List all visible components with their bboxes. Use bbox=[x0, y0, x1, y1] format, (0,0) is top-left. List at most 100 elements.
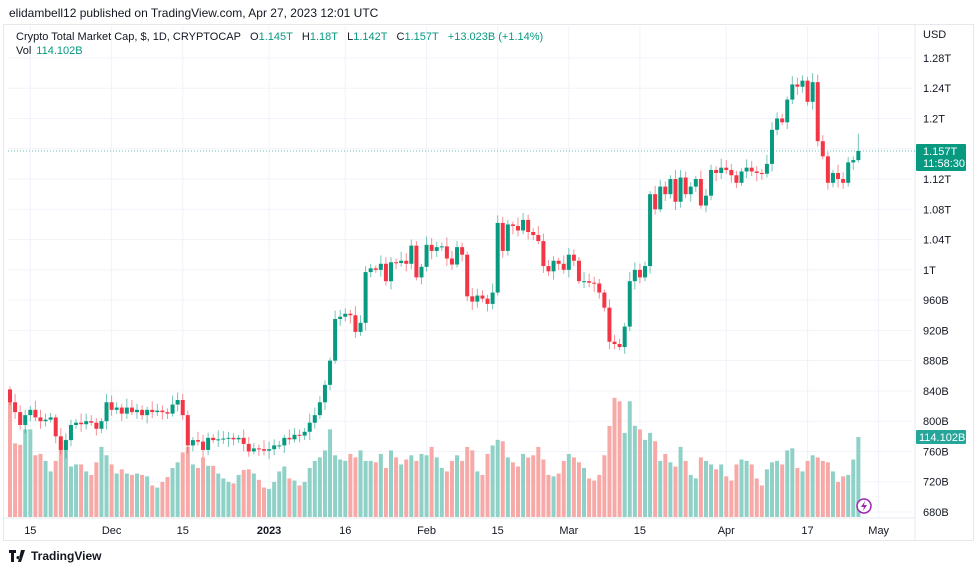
volume-bar bbox=[658, 460, 663, 517]
candle-body bbox=[632, 269, 637, 282]
candle-body bbox=[510, 224, 515, 226]
legend-symbol[interactable]: Crypto Total Market Cap, $, 1D, CRYPTOCA… bbox=[16, 31, 241, 43]
volume-bar bbox=[272, 481, 277, 517]
volume-bar bbox=[617, 401, 622, 517]
volume-bar bbox=[38, 453, 43, 517]
candle-body bbox=[414, 245, 419, 278]
volume-bar bbox=[739, 459, 744, 517]
volume-bar bbox=[526, 457, 531, 517]
volume-bar bbox=[790, 448, 795, 517]
lightning-icon[interactable] bbox=[856, 498, 872, 514]
candle-body bbox=[312, 415, 317, 423]
volume-bar bbox=[597, 474, 602, 517]
volume-bar bbox=[820, 460, 825, 517]
candle-body bbox=[297, 434, 302, 436]
legend-low-label: L bbox=[347, 31, 354, 43]
volume-bar bbox=[333, 455, 338, 517]
volume-bar bbox=[719, 464, 724, 517]
candle-body bbox=[770, 129, 774, 164]
legend-close-label: C bbox=[396, 31, 405, 43]
candle-body bbox=[856, 151, 861, 161]
x-tick-label: May bbox=[868, 525, 889, 537]
candle-body bbox=[129, 407, 134, 413]
volume-bar bbox=[338, 459, 343, 517]
last-price-value: 1.157T bbox=[923, 146, 958, 158]
volume-bar bbox=[698, 457, 703, 517]
candle-body bbox=[460, 247, 465, 255]
volume-bar bbox=[170, 467, 175, 517]
candle-body bbox=[780, 118, 785, 123]
footer-brand[interactable]: TradingView bbox=[9, 549, 101, 563]
legend-close: 1.157T bbox=[404, 31, 439, 43]
volume-bar bbox=[33, 455, 38, 517]
volume-bar bbox=[363, 460, 368, 517]
candle-body bbox=[399, 260, 404, 264]
volume-bar bbox=[104, 455, 109, 517]
volume-bar bbox=[490, 445, 495, 517]
x-tick-label: Dec bbox=[102, 525, 122, 537]
candle-body bbox=[602, 292, 607, 308]
candle-body bbox=[58, 436, 63, 450]
candle-body bbox=[449, 258, 454, 265]
candle-body bbox=[480, 295, 485, 299]
candle-body bbox=[373, 268, 378, 270]
volume-bar bbox=[302, 481, 307, 517]
volume-bar bbox=[109, 464, 114, 517]
volume-bar bbox=[79, 464, 84, 517]
volume-bar bbox=[236, 474, 241, 517]
y-tick-label: 1.12T bbox=[923, 174, 951, 186]
volume-bar bbox=[744, 460, 749, 517]
candle-body bbox=[221, 438, 226, 440]
candle-body bbox=[429, 244, 434, 251]
volume-bar bbox=[480, 474, 485, 517]
volume-bar bbox=[150, 485, 155, 517]
candle-body bbox=[744, 167, 749, 172]
volume-bar bbox=[571, 457, 576, 517]
volume-bar bbox=[119, 469, 124, 517]
volume-bar bbox=[262, 487, 266, 517]
candle-body bbox=[439, 246, 444, 248]
candle-body bbox=[841, 179, 846, 183]
volume-bar bbox=[404, 459, 409, 517]
volume-bar bbox=[211, 465, 216, 517]
candle-body bbox=[505, 224, 510, 251]
volume-bar bbox=[373, 462, 378, 517]
candle-body bbox=[201, 441, 206, 450]
candle-body bbox=[759, 172, 764, 174]
volume-bar bbox=[709, 464, 714, 517]
candle-body bbox=[836, 172, 841, 180]
y-tick-label: 1.04T bbox=[923, 235, 951, 247]
y-tick-label: 1.08T bbox=[923, 204, 951, 216]
candle-body bbox=[165, 412, 170, 414]
volume-bar bbox=[648, 432, 653, 517]
candle-body bbox=[79, 422, 84, 425]
candle-body bbox=[68, 424, 73, 441]
volume-bar bbox=[460, 460, 465, 517]
volume-bar bbox=[292, 480, 297, 517]
candle-body bbox=[383, 263, 388, 282]
volume-bar bbox=[465, 446, 470, 517]
candle-body bbox=[135, 409, 139, 413]
volume-bar bbox=[495, 439, 500, 517]
candle-body bbox=[43, 419, 48, 422]
x-tick-label: 16 bbox=[339, 525, 351, 537]
volume-bar bbox=[231, 483, 236, 517]
candle-body bbox=[663, 186, 668, 195]
volume-bar bbox=[449, 460, 454, 517]
chart-legend: Crypto Total Market Cap, $, 1D, CRYPTOCA… bbox=[16, 31, 549, 43]
candle-body bbox=[571, 254, 576, 261]
candle-body bbox=[627, 281, 632, 327]
candle-body bbox=[241, 437, 246, 444]
candle-body bbox=[668, 179, 673, 195]
candle-body bbox=[541, 241, 546, 267]
volume-bar bbox=[68, 466, 73, 517]
candle-body bbox=[170, 404, 175, 414]
candle-body bbox=[23, 415, 28, 425]
volume-bar bbox=[358, 450, 363, 517]
volume-bar bbox=[175, 462, 180, 517]
volume-bar bbox=[851, 459, 856, 517]
volume-bar bbox=[795, 467, 800, 517]
candle-body bbox=[140, 409, 145, 416]
candle-body bbox=[348, 313, 353, 316]
